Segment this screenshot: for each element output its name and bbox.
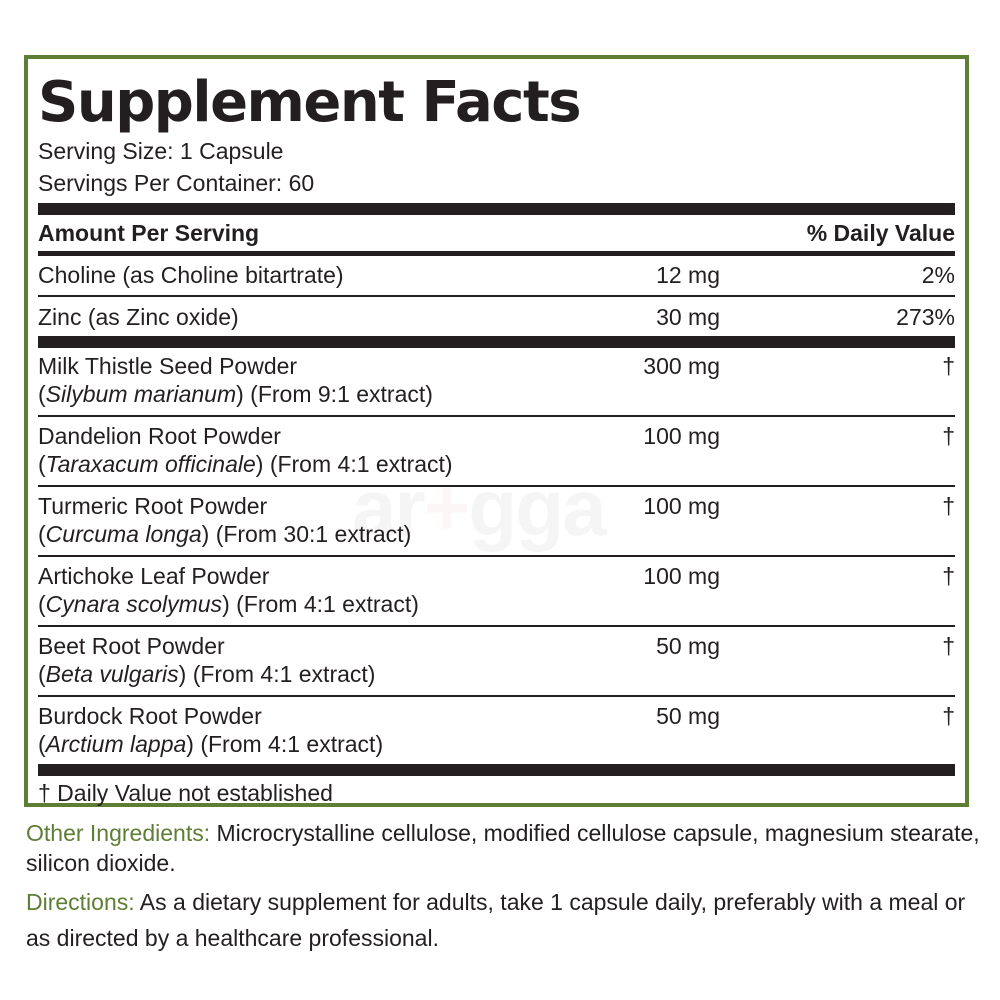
ingredient-amount: 100 mg [643, 493, 720, 519]
latin-name: Taraxacum officinale [45, 451, 256, 477]
ingredient-row: Beet Root Powder (Beta vulgaris) (From 4:… [38, 633, 955, 687]
extract-ratio: ) (From 30:1 extract) [201, 521, 412, 547]
directions-label: Directions: [26, 889, 135, 915]
nutrient-name: Choline (as Choline bitartrate) [38, 262, 344, 288]
ingredient-amount: 50 mg [656, 633, 720, 659]
extract-ratio: ) (From 4:1 extract) [186, 731, 384, 757]
ingredient-name: Turmeric Root Powder [38, 493, 268, 519]
label-notes: Other Ingredients: Microcrystalline cell… [26, 818, 986, 962]
ingredient-row: Artichoke Leaf Powder (Cynara scolymus) (… [38, 563, 955, 617]
latin-name: Cynara scolymus [45, 591, 223, 617]
ingredient-amount: 50 mg [656, 703, 720, 729]
servings-per-container: Servings Per Container: 60 [38, 170, 315, 196]
dagger-mark: † [942, 563, 955, 589]
nutrient-name: Zinc (as Zinc oxide) [38, 304, 239, 330]
nutrient-amount: 12 mg [656, 262, 720, 288]
ingredient-name: Artichoke Leaf Powder [38, 563, 270, 589]
directions-text: As a dietary supplement for adults, take… [26, 889, 966, 951]
dagger-mark: † [942, 633, 955, 659]
daily-value-label: % Daily Value [806, 220, 955, 246]
ingredient-name: Burdock Root Powder [38, 703, 262, 729]
extract-ratio: ) (From 4:1 extract) [255, 451, 453, 477]
table-header: Amount Per Serving % Daily Value [38, 215, 955, 251]
divider-thin [38, 625, 955, 627]
ingredient-row: Turmeric Root Powder (Curcuma longa) (Fro… [38, 493, 955, 547]
ingredient-row: Milk Thistle Seed Powder (Silybum marianu… [38, 353, 955, 407]
ingredient-name: Dandelion Root Powder [38, 423, 281, 449]
divider-thick [38, 203, 955, 215]
ingredient-name: Milk Thistle Seed Powder [38, 353, 298, 379]
nutrient-row: Zinc (as Zinc oxide) 30 mg 273% [38, 298, 955, 336]
divider-thick [38, 336, 955, 348]
extract-ratio: ) (From 4:1 extract) [178, 661, 376, 687]
latin-name: Curcuma longa [45, 521, 202, 547]
ingredient-amount: 100 mg [643, 563, 720, 589]
divider-thin [38, 695, 955, 697]
serving-size: Serving Size: 1 Capsule [38, 138, 284, 164]
dagger-mark: † [942, 423, 955, 449]
panel-title: Supplement Facts [38, 70, 582, 135]
dagger-mark: † [942, 493, 955, 519]
other-ingredients-text: Microcrystalline cellulose, modified cel… [26, 820, 980, 876]
latin-name: Arctium lappa [45, 731, 187, 757]
ingredient-row: Burdock Root Powder (Arctium lappa) (From… [38, 703, 955, 757]
other-ingredients: Other Ingredients: Microcrystalline cell… [26, 818, 986, 878]
nutrient-row: Choline (as Choline bitartrate) 12 mg 2% [38, 256, 955, 294]
divider-medium [38, 251, 955, 256]
dagger-mark: † [942, 353, 955, 379]
divider-thin [38, 555, 955, 557]
daily-value-footnote: † Daily Value not established [38, 780, 333, 806]
latin-name: Silybum marianum [45, 381, 237, 407]
supplement-facts-panel: Supplement Facts Serving Size: 1 Capsule… [24, 55, 969, 807]
ingredient-name: Beet Root Powder [38, 633, 225, 659]
latin-name: Beta vulgaris [45, 661, 179, 687]
nutrient-amount: 30 mg [656, 304, 720, 330]
amount-per-serving-label: Amount Per Serving [38, 220, 260, 246]
divider-thin [38, 485, 955, 487]
extract-ratio: ) (From 9:1 extract) [236, 381, 433, 407]
ingredient-row: Dandelion Root Powder (Taraxacum officina… [38, 423, 955, 477]
dagger-mark: † [942, 703, 955, 729]
nutrient-dv: 273% [896, 304, 955, 330]
nutrient-dv: 2% [921, 262, 955, 288]
ingredient-amount: 300 mg [643, 353, 720, 379]
divider-thin [38, 415, 955, 417]
ingredient-amount: 100 mg [643, 423, 720, 449]
directions: Directions: As a dietary supplement for … [26, 884, 986, 956]
extract-ratio: ) (From 4:1 extract) [222, 591, 419, 617]
divider-thick [38, 764, 955, 776]
divider-thin [38, 295, 955, 297]
other-ingredients-label: Other Ingredients: [26, 820, 211, 846]
